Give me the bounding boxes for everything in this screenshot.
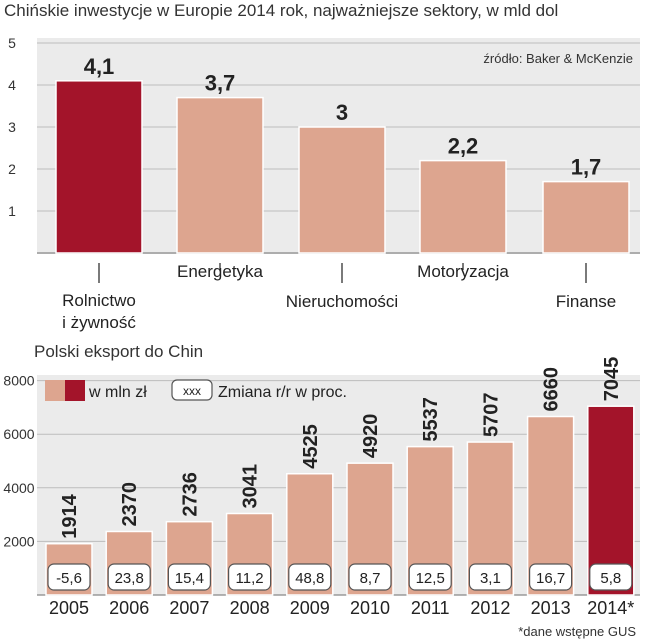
top-value-label: 3	[336, 100, 348, 125]
bottom-value-label: 3041	[240, 464, 262, 509]
bottom-y-tick-label: 4000	[3, 480, 34, 496]
bottom-year-label: 2006	[109, 598, 149, 618]
top-category-label: Rolnictwo	[62, 291, 136, 310]
bottom-y-tick-label: 6000	[3, 426, 34, 442]
bottom-change-label: 5,8	[600, 570, 621, 587]
bottom-change-label: 16,7	[536, 570, 565, 587]
bottom-change-label: 15,4	[175, 570, 204, 587]
footnote: *dane wstępne GUS	[518, 624, 636, 639]
bottom-value-label: 6660	[541, 367, 563, 412]
bottom-value-label: 5707	[480, 393, 502, 438]
bottom-year-label: 2011	[411, 598, 450, 618]
legend-value-label: w mln zł	[88, 384, 147, 401]
bottom-value-label: 4920	[360, 414, 382, 459]
bottom-change-label: 23,8	[115, 570, 144, 587]
legend-change-box-text: xxx	[183, 384, 201, 398]
bottom-change-label: 11,2	[236, 570, 264, 587]
bottom-chart-y-axis: 2000 4000 6000 8000	[3, 373, 34, 550]
bottom-change-box	[228, 563, 272, 591]
top-chart-category-labels: Rolnictwo i żywność Energetyka Nieruchomośc…	[62, 262, 616, 332]
bottom-year-label: 2013	[531, 598, 571, 618]
top-chart-source: źródło: Baker & McKenzie	[483, 51, 633, 66]
bottom-year-label: 2010	[350, 598, 390, 618]
bottom-change-box	[528, 563, 573, 591]
top-chart-title: Chińskie inwestycje w Europie 2014 rok, …	[4, 1, 558, 20]
bottom-change-label: -5,6	[56, 570, 82, 587]
bottom-value-label: 5537	[420, 397, 442, 442]
bottom-chart-title: Polski eksport do Chin	[34, 342, 203, 361]
top-bar-4	[542, 180, 630, 254]
bottom-change-label: 48,8	[295, 570, 324, 587]
bottom-value-label: 4525	[300, 424, 322, 469]
top-chart-value-labels: 4,1 3,7 3 2,2 1,7	[84, 54, 602, 180]
bottom-value-label: 2736	[179, 472, 201, 517]
top-y-tick-label: 4	[8, 77, 16, 93]
top-y-tick-label: 5	[8, 35, 16, 51]
bottom-year-label: 2008	[230, 598, 270, 618]
top-y-tick-label: 3	[8, 119, 16, 135]
top-category-label-line2: i żywność	[62, 313, 136, 332]
legend-swatch-base	[45, 380, 65, 401]
bottom-change-box	[288, 563, 332, 591]
top-value-label: 2,2	[448, 134, 479, 159]
bottom-change-label: 8,7	[360, 570, 381, 587]
top-category-label: Motoryzacja	[417, 262, 509, 281]
bottom-year-label: 2007	[169, 598, 209, 618]
bottom-year-label: 2012	[470, 598, 510, 618]
bottom-change-box	[589, 563, 633, 591]
top-bar-2	[298, 126, 386, 254]
bottom-value-label: 1914	[59, 493, 81, 538]
bottom-y-tick-label: 8000	[3, 373, 34, 389]
bottom-year-label: 2005	[49, 598, 89, 618]
bottom-change-box	[468, 563, 512, 591]
top-category-label: Finanse	[556, 292, 616, 311]
top-bar-3	[419, 159, 507, 254]
bottom-change-label: 3,1	[480, 570, 501, 587]
top-bar-1	[176, 96, 264, 254]
bottom-change-box	[47, 563, 91, 591]
bottom-y-tick-label: 2000	[3, 533, 34, 549]
top-chart-bars	[55, 80, 630, 254]
bottom-chart-year-labels: 2005 2006 2007 2008 2009 2010 2011 2012 2013 2014…	[49, 598, 634, 618]
bottom-value-label: 7045	[601, 357, 623, 402]
bottom-change-box	[107, 563, 151, 591]
top-bar-0	[55, 80, 143, 254]
legend-change-label: Zmiana r/r w proc.	[218, 384, 347, 401]
legend-change-box	[171, 379, 213, 401]
bottom-chart-legend: w mln zł xxx Zmiana r/r w proc.	[45, 379, 347, 401]
bottom-change-box	[167, 563, 211, 591]
top-category-label: Nieruchomości	[286, 292, 398, 311]
top-chart-y-axis: 1 2 3 4 5	[8, 35, 16, 219]
legend-swatch-accent	[65, 380, 85, 401]
bottom-year-label: 2009	[290, 598, 330, 618]
top-y-tick-label: 1	[8, 203, 16, 219]
bottom-value-label: 2370	[119, 482, 141, 527]
bottom-change-box	[348, 563, 392, 591]
bottom-chart-value-labels: 1914 2370 2736 3041 4525 4920 5537 5707 6660 7045	[59, 357, 623, 539]
top-y-tick-label: 2	[8, 161, 16, 177]
top-category-label: Energetyka	[177, 262, 264, 281]
bottom-change-label: 12,5	[416, 570, 445, 587]
top-value-label: 1,7	[571, 155, 602, 180]
bottom-year-label: 2014*	[587, 598, 634, 618]
bottom-change-box	[408, 563, 452, 591]
top-value-label: 4,1	[84, 54, 115, 79]
bottom-chart-change-boxes: -5,6 23,8 15,4 11,2 48,8 8,7 12,5 3,1 16,7 5,8	[47, 563, 633, 591]
top-value-label: 3,7	[205, 71, 236, 96]
